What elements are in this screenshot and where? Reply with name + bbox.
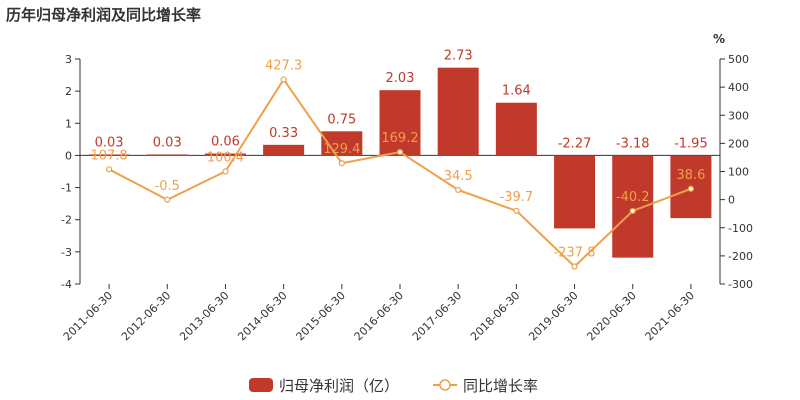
line-value-label: 427.3 <box>265 58 302 73</box>
line-value-label: 169.2 <box>381 131 418 146</box>
right-tick-label: 100 <box>728 166 749 179</box>
x-tick-label: 2015-06-30 <box>294 289 348 343</box>
bar-value-label: -3.18 <box>616 136 650 151</box>
x-tick-label: 2011-06-30 <box>61 289 115 343</box>
bar-value-label: -2.27 <box>558 136 592 151</box>
bar-value-label: 2.73 <box>444 49 473 64</box>
x-tick-label: 2021-06-30 <box>643 289 697 343</box>
x-tick-label: 2012-06-30 <box>119 289 173 343</box>
right-tick-label: 300 <box>728 109 749 122</box>
bar-value-label: 0.03 <box>95 135 124 150</box>
line-value-label: -40.2 <box>616 190 650 205</box>
left-tick-label: -4 <box>61 278 72 291</box>
left-tick-label: 3 <box>65 53 72 66</box>
labels-group: 0.03 0.03 0.06 0.33 0.75 2.03 2.73 1.64 -2.27 -3.… <box>90 49 707 261</box>
x-tick-label: 2013-06-30 <box>177 289 231 343</box>
bars-group <box>88 67 712 258</box>
left-tick-label: 0 <box>65 149 72 162</box>
bar <box>554 155 596 229</box>
bar <box>146 154 188 156</box>
x-tick-label: 2018-06-30 <box>468 289 522 343</box>
line-point <box>280 76 287 83</box>
line-value-label: 100.4 <box>207 150 244 165</box>
line-value-label: 34.5 <box>444 169 473 184</box>
bar-value-label: 0.03 <box>153 135 182 150</box>
left-tick-label: -2 <box>61 214 72 227</box>
right-tick-label: -300 <box>728 278 753 291</box>
legend-line-marker <box>439 379 451 391</box>
bar-value-label: 2.03 <box>386 71 415 86</box>
left-tick-label: -1 <box>61 182 72 195</box>
right-tick-label: 500 <box>728 53 749 66</box>
bar-value-label: 0.06 <box>211 135 240 150</box>
bar <box>437 67 479 156</box>
line-value-label: 129.4 <box>323 142 360 157</box>
left-tick-label: 2 <box>65 85 72 98</box>
right-tick-label: -200 <box>728 250 753 263</box>
line-point <box>629 207 636 215</box>
line-point <box>687 185 695 192</box>
chart-title: 历年归母净利润及同比增长率 <box>6 6 202 24</box>
right-axis-unit: % <box>713 32 725 46</box>
legend-bar-swatch <box>249 378 273 392</box>
x-tick-label: 2017-06-30 <box>410 289 464 343</box>
right-tick-label: 0 <box>728 194 735 207</box>
line-point <box>513 207 520 214</box>
bar <box>612 155 654 258</box>
line-point <box>571 263 578 270</box>
line-value-label: 107.8 <box>90 148 127 163</box>
line-point <box>338 160 345 167</box>
bar-value-label: 1.64 <box>502 84 531 99</box>
line-value-label: -237.8 <box>554 246 596 261</box>
line-point <box>222 168 229 175</box>
bar <box>495 102 537 156</box>
bar-value-label: 0.75 <box>327 112 356 127</box>
legend[interactable]: 归母净利润（亿） 同比增长率 <box>249 377 538 395</box>
line-value-label: -39.7 <box>500 190 534 205</box>
bar <box>263 144 305 156</box>
legend-line-label: 同比增长率 <box>463 377 538 395</box>
bar-value-label: -1.95 <box>674 136 708 151</box>
x-tick-label: 2016-06-30 <box>352 289 406 343</box>
line-point <box>164 196 171 203</box>
x-tick-label: 2014-06-30 <box>235 289 289 343</box>
bar <box>204 153 246 156</box>
left-tick-label: -3 <box>61 246 72 259</box>
right-tick-label: 200 <box>728 137 749 150</box>
line-group <box>105 76 695 270</box>
line-point <box>105 166 113 173</box>
right-tick-label: -100 <box>728 222 753 235</box>
x-tick-label: 2019-06-30 <box>526 289 580 343</box>
line-point <box>396 148 404 156</box>
right-tick-label: 400 <box>728 81 749 94</box>
line-value-label: -0.5 <box>155 179 180 194</box>
legend-bar-label: 归母净利润（亿） <box>279 377 399 395</box>
line-value-label: 38.6 <box>676 168 705 183</box>
bar <box>88 154 130 156</box>
left-tick-label: 1 <box>65 117 72 130</box>
bar <box>379 90 421 156</box>
line-point <box>455 186 462 194</box>
bar-value-label: 0.33 <box>269 126 298 141</box>
x-tick-label: 2020-06-30 <box>584 289 638 343</box>
